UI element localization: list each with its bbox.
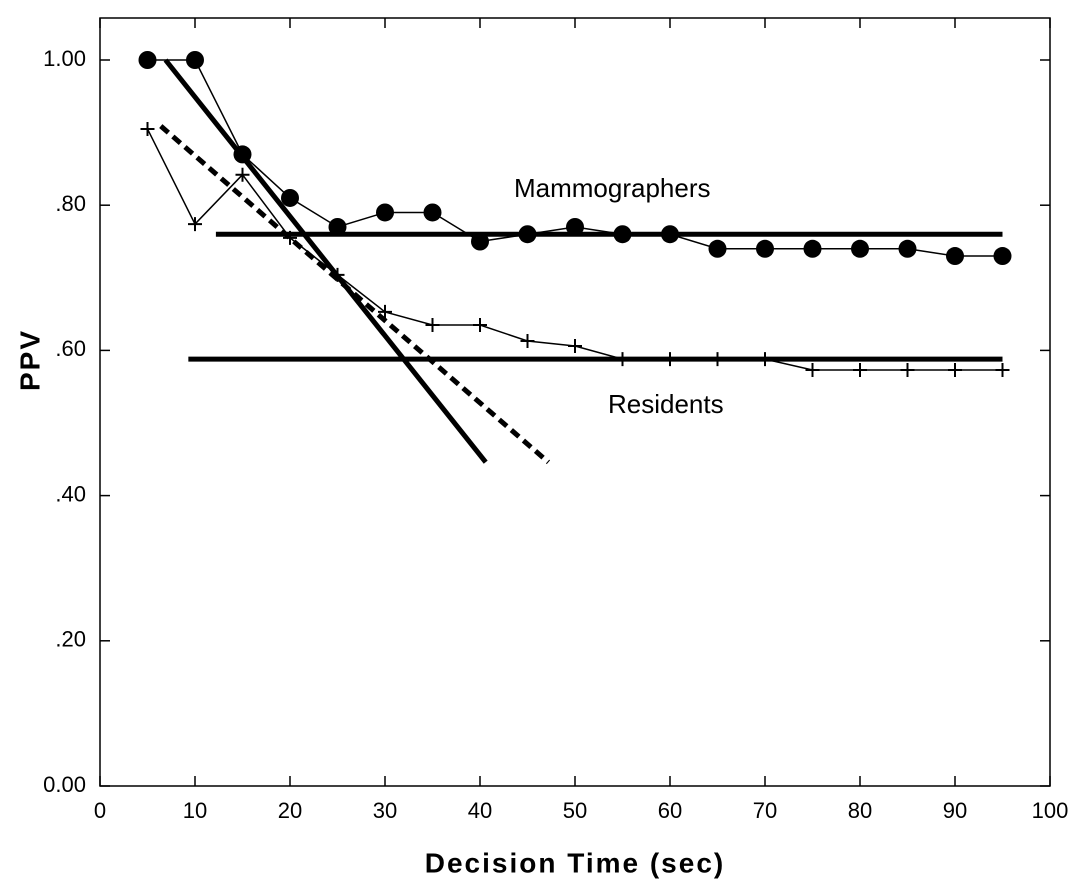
x-tick-label: 10 <box>183 798 207 823</box>
y-tick-label: .60 <box>55 336 86 361</box>
y-tick-label: .40 <box>55 481 86 506</box>
marker <box>520 333 535 348</box>
x-tick-label: 70 <box>753 798 777 823</box>
marker <box>995 363 1010 378</box>
marker <box>948 363 962 378</box>
marker <box>993 247 1012 266</box>
annotation: Mammographers <box>514 173 711 203</box>
marker <box>805 363 820 378</box>
x-tick-label: 30 <box>373 798 397 823</box>
marker <box>851 239 869 258</box>
y-tick-label: 1.00 <box>43 46 86 71</box>
x-tick-label: 40 <box>468 798 492 823</box>
marker <box>756 239 774 258</box>
marker <box>376 203 394 222</box>
marker <box>566 217 584 236</box>
marker <box>803 239 822 258</box>
marker <box>423 203 442 222</box>
marker <box>378 304 392 319</box>
marker <box>186 51 204 69</box>
marker <box>140 121 155 136</box>
marker <box>425 317 440 332</box>
y-tick-label: .80 <box>55 191 86 216</box>
marker <box>138 51 157 69</box>
x-tick-label: 50 <box>563 798 587 823</box>
marker <box>900 363 915 378</box>
marker <box>471 232 489 251</box>
y-tick-label: .20 <box>55 627 86 652</box>
marker <box>235 167 250 182</box>
fit-line <box>159 124 551 465</box>
x-tick-label: 20 <box>278 798 302 823</box>
plot-frame <box>99 17 1051 787</box>
marker <box>898 239 917 258</box>
marker <box>853 363 867 378</box>
x-tick-label: 100 <box>1032 798 1069 823</box>
marker <box>281 188 299 207</box>
x-axis-title: Decision Time (sec) <box>425 847 725 878</box>
marker <box>188 217 202 232</box>
marker <box>328 217 347 236</box>
marker <box>473 317 487 332</box>
x-tick-label: 90 <box>943 798 967 823</box>
annotation: Residents <box>608 389 724 419</box>
y-tick-label: 0.00 <box>43 772 86 797</box>
x-tick-label: 60 <box>658 798 682 823</box>
fit-line <box>163 58 488 464</box>
marker <box>946 247 964 266</box>
x-tick-label: 0 <box>94 798 106 823</box>
x-tick-label: 80 <box>848 798 872 823</box>
marker <box>568 339 582 354</box>
y-axis-title: PPV <box>14 329 45 391</box>
marker <box>708 239 727 258</box>
